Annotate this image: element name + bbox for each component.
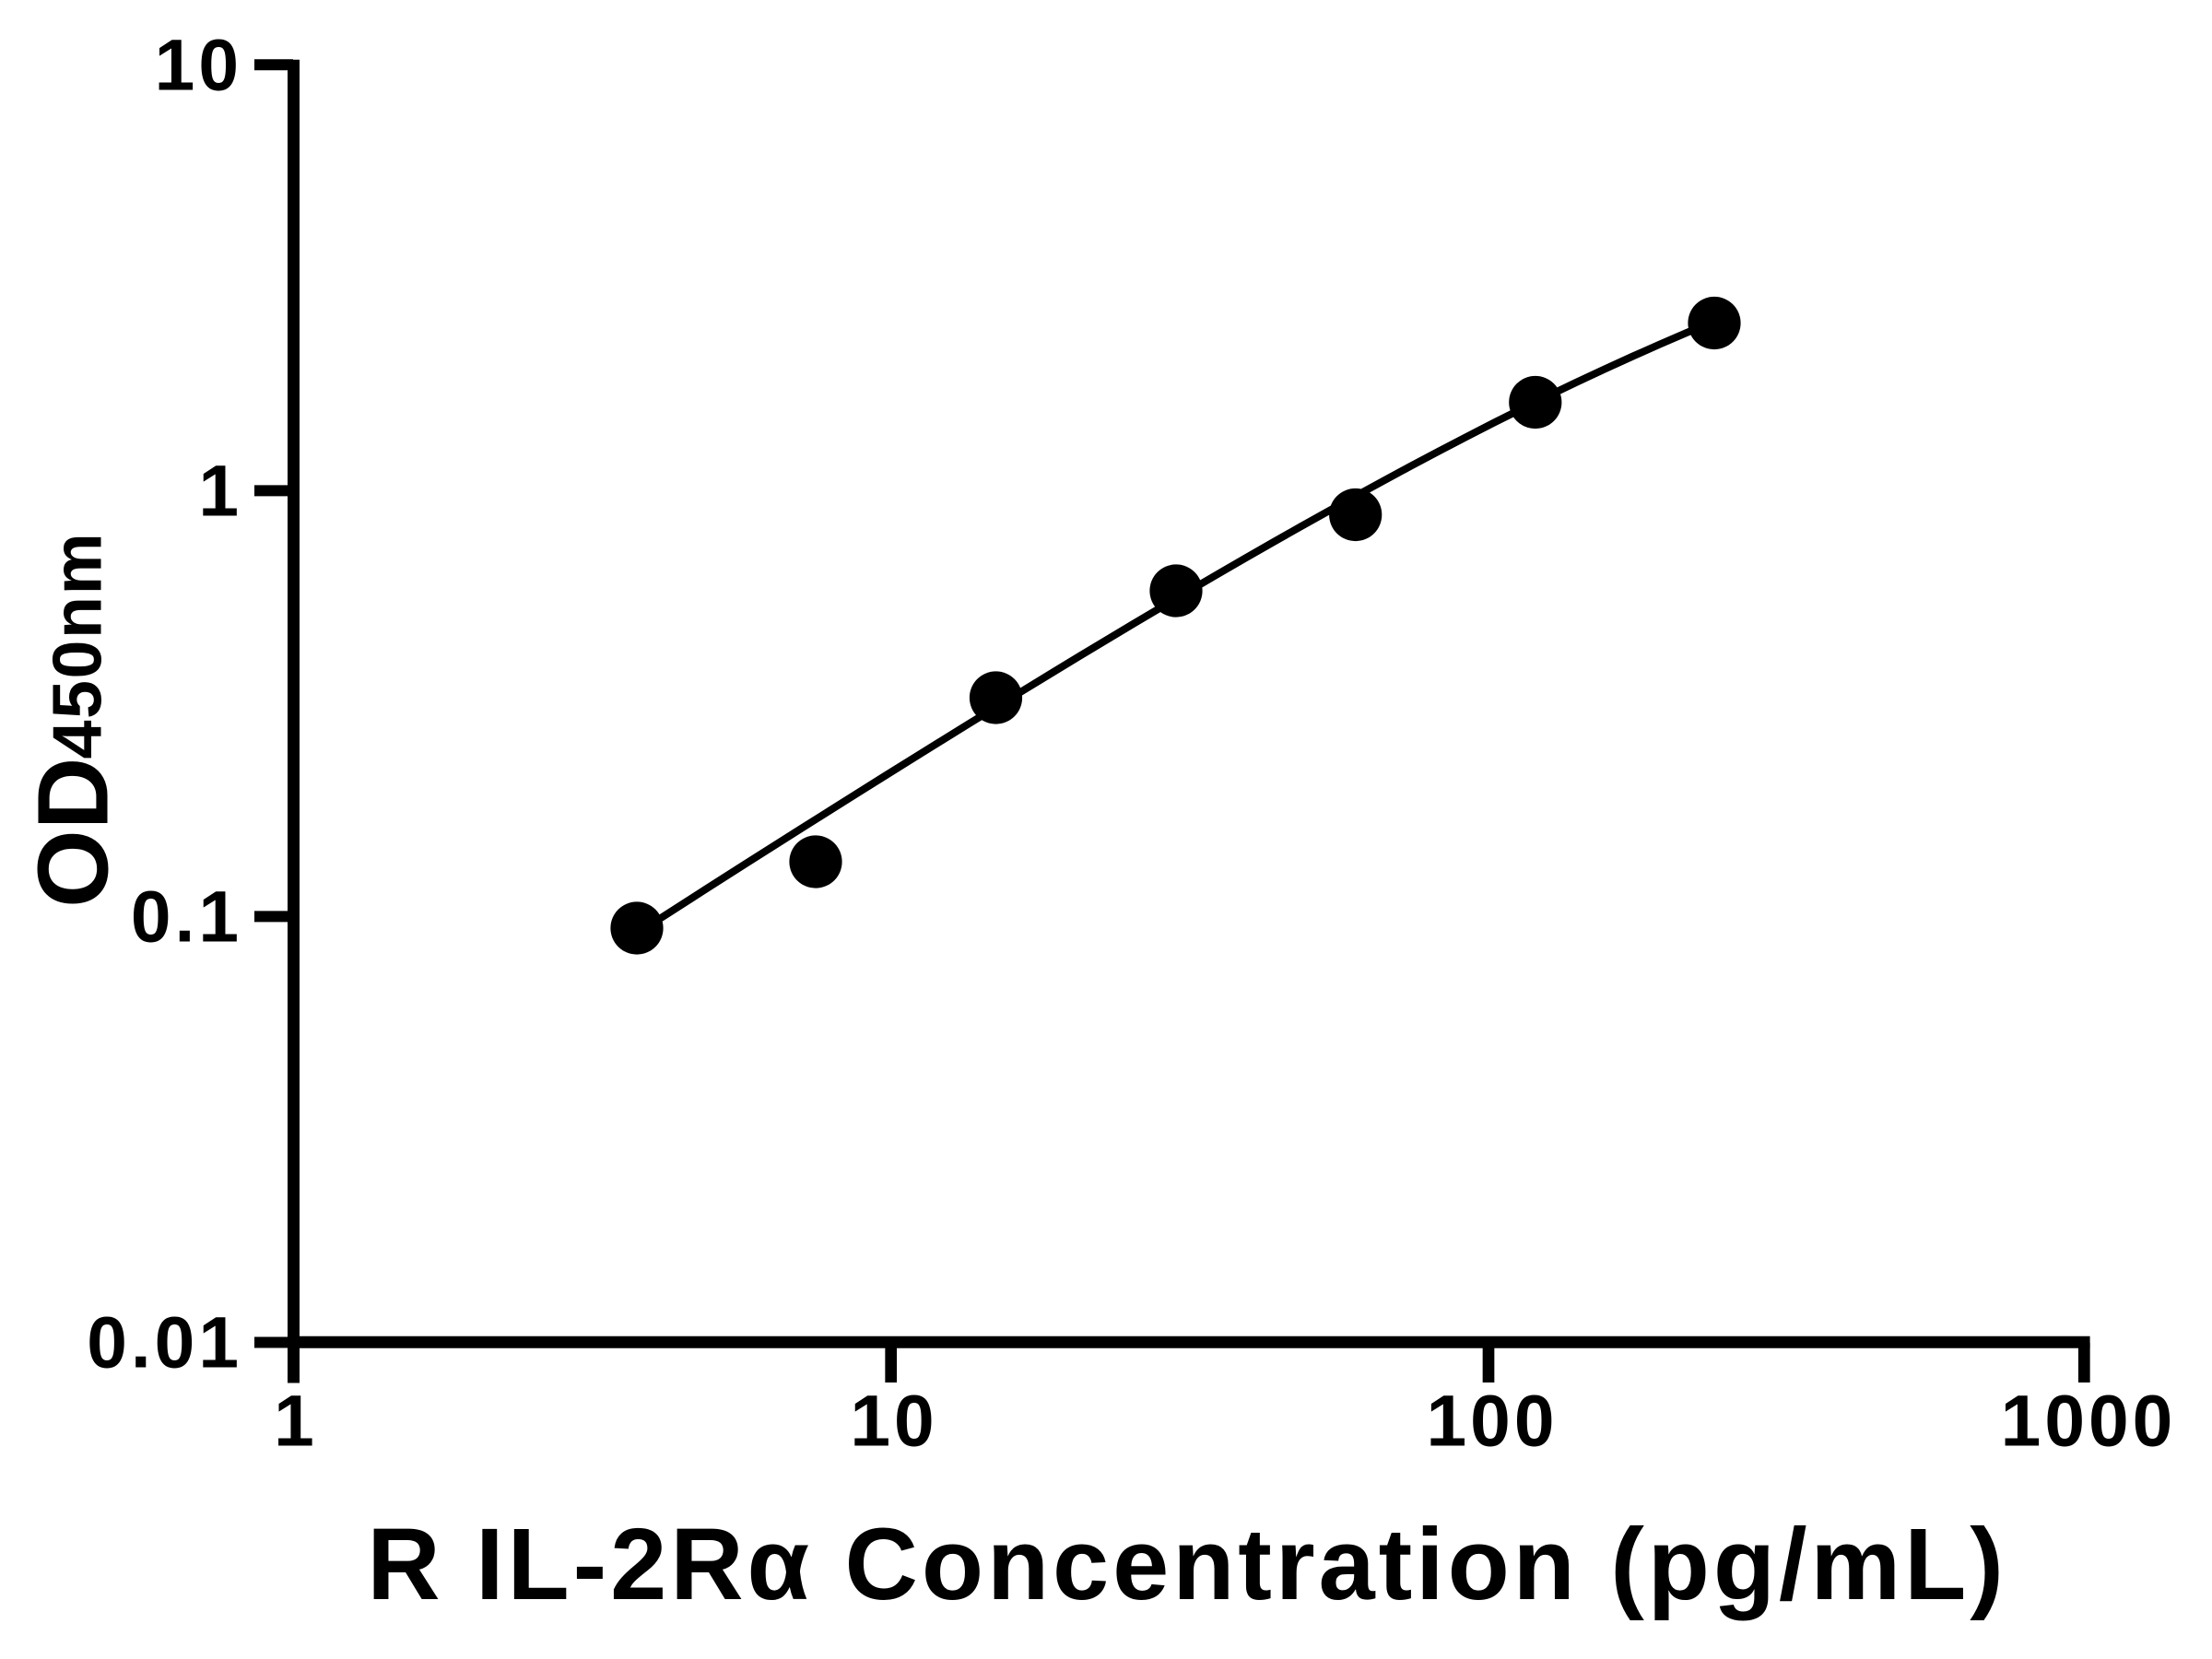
svg-text:100: 100 <box>1427 1381 1559 1462</box>
svg-text:1: 1 <box>274 1381 314 1462</box>
svg-text:0.1: 0.1 <box>131 876 242 957</box>
svg-text:0.01: 0.01 <box>87 1302 242 1383</box>
svg-text:R IL-2Rα Concentration (pg/mL): R IL-2Rα Concentration (pg/mL) <box>367 1508 2007 1621</box>
svg-text:10: 10 <box>850 1381 937 1462</box>
svg-text:1000: 1000 <box>2001 1381 2177 1462</box>
svg-text:10: 10 <box>155 24 242 105</box>
svg-text:1: 1 <box>198 450 239 531</box>
svg-text:OD450nm: OD450nm <box>18 532 130 908</box>
